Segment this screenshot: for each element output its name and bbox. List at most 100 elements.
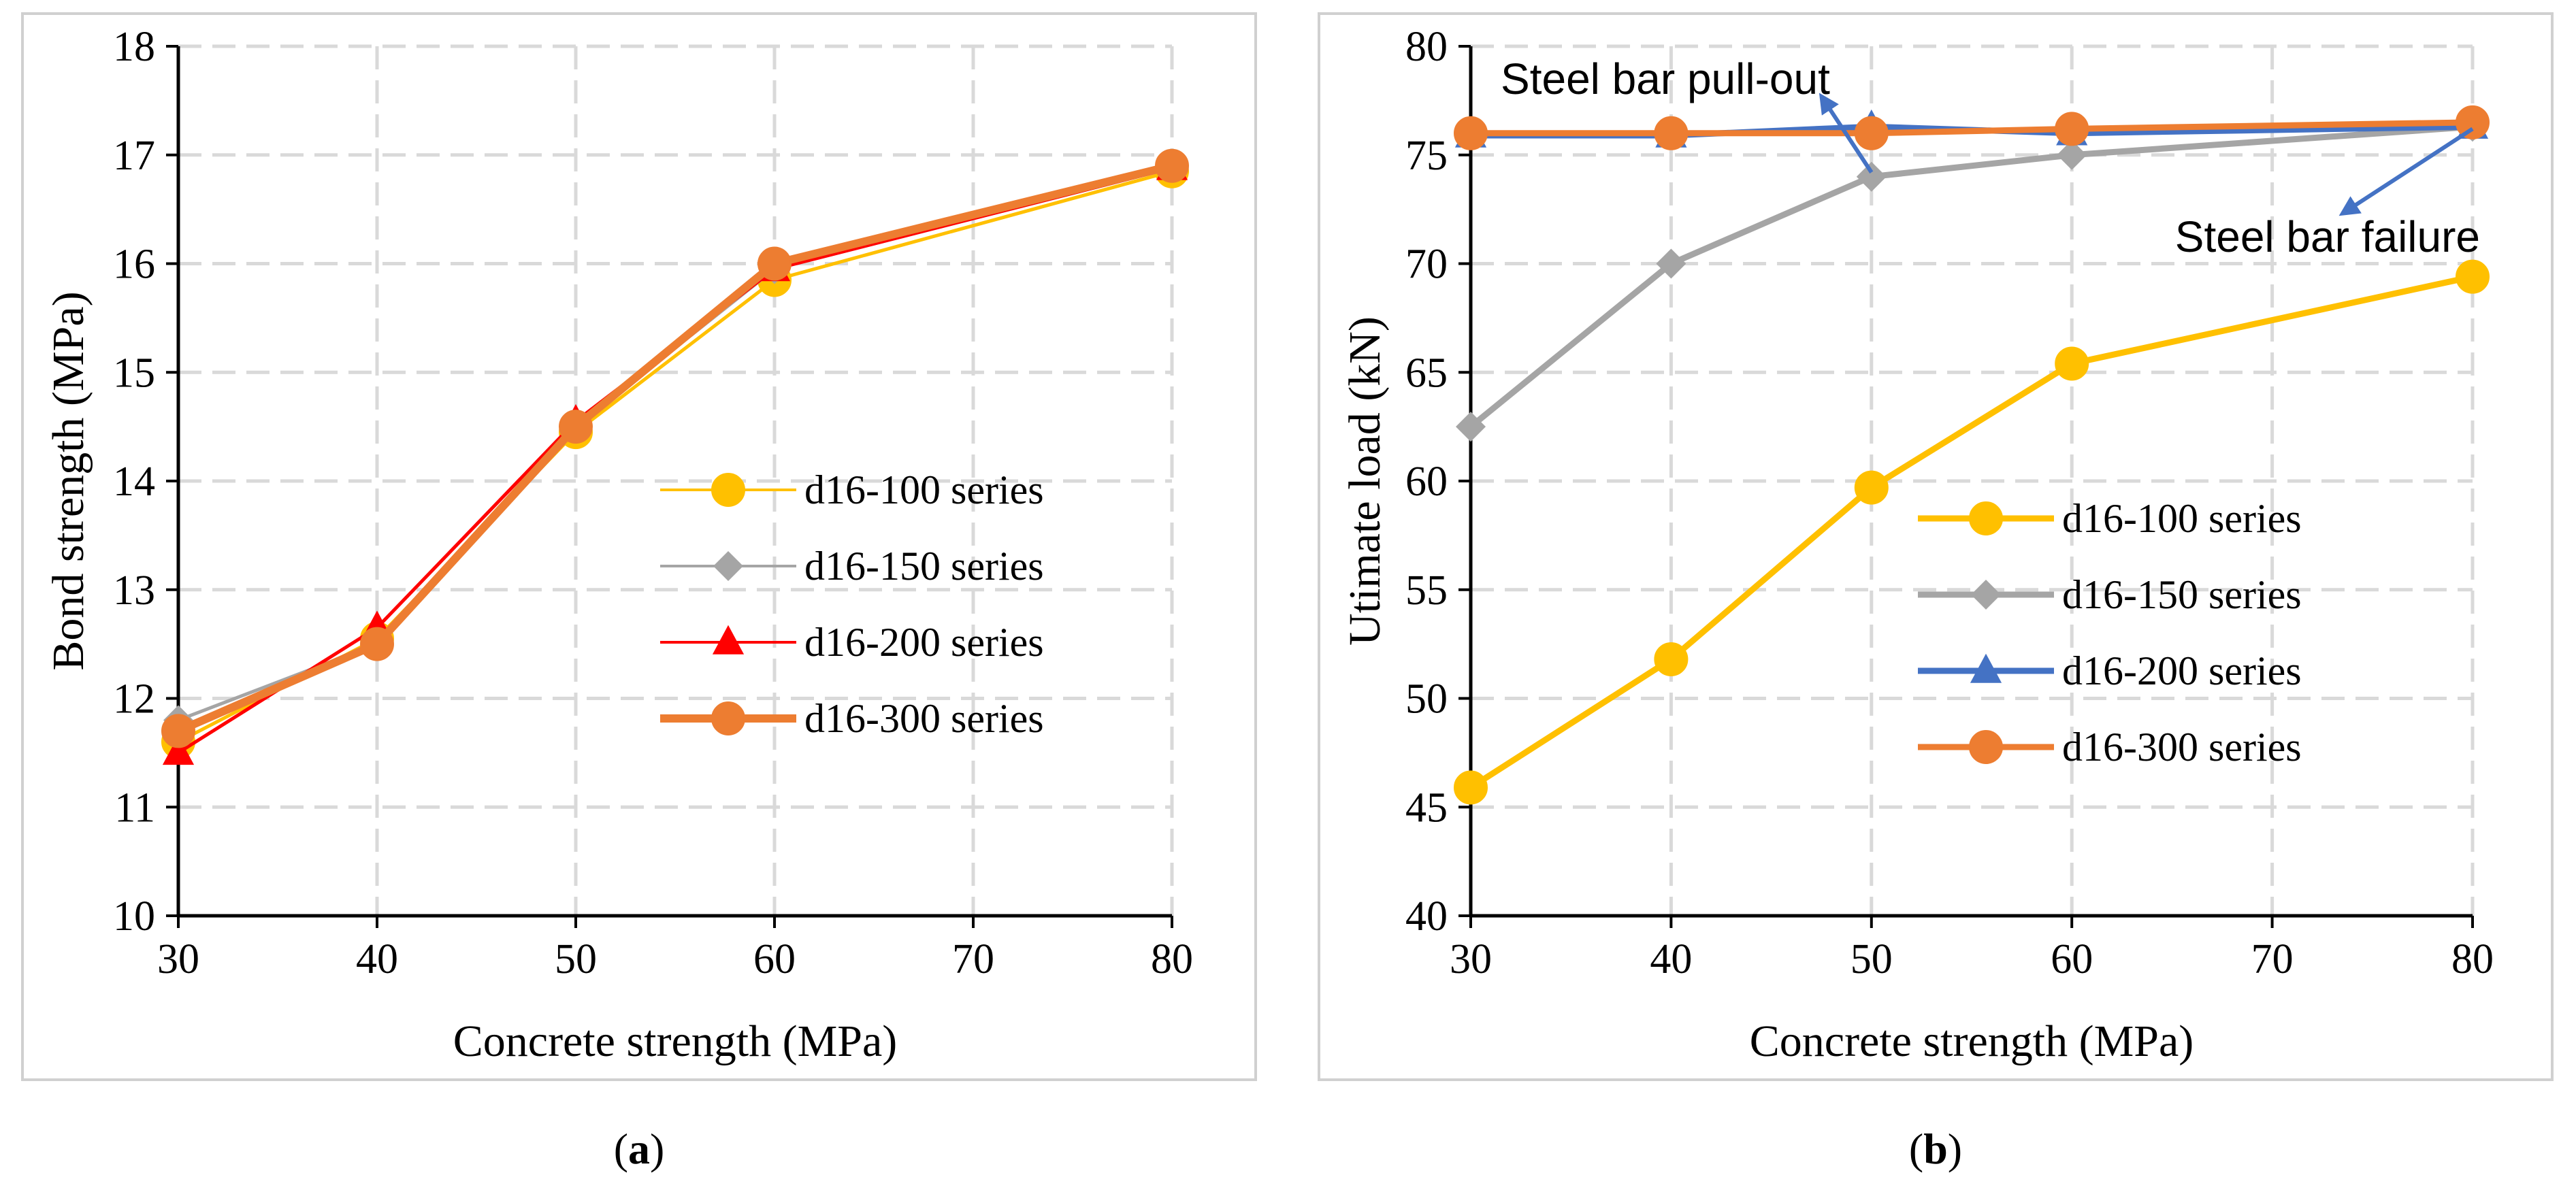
annotation-text: Steel bar failure xyxy=(2175,212,2480,261)
y-tick-label: 55 xyxy=(1405,567,1448,614)
legend-marker xyxy=(713,551,743,581)
data-point xyxy=(161,714,195,748)
x-tick-label: 30 xyxy=(157,936,199,982)
y-tick-label: 50 xyxy=(1405,676,1448,723)
data-point xyxy=(1454,116,1488,150)
caption-b-open: ( xyxy=(1909,1125,1923,1173)
y-tick-label: 65 xyxy=(1405,350,1448,396)
y-tick-label: 12 xyxy=(113,676,155,723)
x-tick-label: 70 xyxy=(952,936,994,982)
y-tick-label: 10 xyxy=(113,893,155,940)
legend-marker xyxy=(712,625,745,655)
x-tick-label: 80 xyxy=(2451,936,2494,982)
caption-a: (a) xyxy=(614,1125,665,1173)
legend-entry: d16-100 series xyxy=(1918,496,2302,541)
x-tick-label: 50 xyxy=(1851,936,1893,982)
y-tick-label: 40 xyxy=(1405,893,1448,940)
legend-label: d16-200 series xyxy=(2062,648,2302,693)
y-tick-label: 45 xyxy=(1405,784,1448,831)
y-tick-label: 13 xyxy=(113,567,155,614)
x-tick-label: 40 xyxy=(356,936,398,982)
legend-label: d16-300 series xyxy=(804,696,1044,741)
panel-a-gridlines xyxy=(178,44,1174,916)
legend-entry: d16-150 series xyxy=(660,544,1044,589)
panel-b-frame xyxy=(1318,12,2554,1081)
panel-a-frame xyxy=(21,12,1257,1081)
caption-a-close: ) xyxy=(650,1125,664,1173)
legend-marker xyxy=(1969,501,2003,535)
x-tick-label: 60 xyxy=(753,936,796,982)
panel-a-axes xyxy=(166,45,1173,928)
legend-entry: d16-300 series xyxy=(1918,725,2302,769)
data-point xyxy=(2456,259,2490,294)
data-point xyxy=(1656,248,1686,279)
legend-entry: d16-200 series xyxy=(660,620,1044,665)
annotation-text: Steel bar pull-out xyxy=(1501,54,1830,103)
legend-label: d16-100 series xyxy=(2062,496,2302,541)
caption-a-open: ( xyxy=(614,1125,628,1173)
x-tick-label: 30 xyxy=(1450,936,1492,982)
data-point xyxy=(1155,148,1189,183)
caption-b-letter: b xyxy=(1923,1125,1948,1173)
legend-label: d16-150 series xyxy=(804,544,1044,589)
data-point xyxy=(559,410,593,444)
series-d16-300-series xyxy=(1454,105,2490,150)
panel-b-legend: d16-100 series d16-150 series d16-200 seri… xyxy=(1918,496,2302,769)
legend-entry: d16-300 series xyxy=(660,696,1044,741)
annotation-arrow xyxy=(2338,127,2474,216)
series-d16-100-series xyxy=(1454,259,2490,805)
data-point xyxy=(2055,346,2089,381)
data-point xyxy=(1854,116,1889,150)
legend-label: d16-300 series xyxy=(2062,725,2302,769)
caption-a-letter: a xyxy=(628,1125,650,1173)
data-point xyxy=(757,246,792,281)
legend-marker xyxy=(1971,580,2001,610)
panel-a-x-tick-labels: 30 40 50 60 70 80 xyxy=(157,936,1193,982)
legend-label: d16-100 series xyxy=(804,467,1044,512)
data-point xyxy=(1856,161,1887,192)
y-tick-label: 14 xyxy=(113,459,155,505)
legend-entry: d16-200 series xyxy=(1918,648,2302,693)
data-point xyxy=(2057,139,2087,170)
caption-b: (b) xyxy=(1909,1125,1962,1173)
x-tick-label: 80 xyxy=(1151,936,1193,982)
panel-a-legend: d16-100 series d16-150 series d16-200 seri… xyxy=(660,467,1044,741)
data-point xyxy=(1456,412,1486,442)
y-tick-label: 75 xyxy=(1405,133,1448,179)
y-tick-label: 11 xyxy=(114,784,155,831)
panel-b-y-axis-title: Utimate load (kN) xyxy=(1340,316,1390,646)
legend-entry: d16-100 series xyxy=(660,467,1044,512)
y-tick-label: 17 xyxy=(113,133,155,179)
legend-marker xyxy=(1970,653,2002,683)
panel-a-x-axis-title: Concrete strength (MPa) xyxy=(453,1016,898,1066)
legend-marker xyxy=(711,473,745,507)
data-point xyxy=(1854,470,1889,505)
y-tick-label: 70 xyxy=(1405,242,1448,288)
panel-b-series xyxy=(1454,105,2490,805)
panel-b-annotations: Steel bar pull-out Steel bar failure xyxy=(1501,54,2480,261)
y-tick-label: 60 xyxy=(1405,459,1448,505)
data-point xyxy=(2456,105,2490,139)
panel-b-y-tick-labels: 40 45 50 55 60 65 70 75 80 xyxy=(1405,24,1448,940)
legend-marker xyxy=(711,701,745,735)
legend-label: d16-150 series xyxy=(2062,572,2302,617)
data-point xyxy=(2055,112,2089,146)
panel-a-y-axis-title: Bond strength (MPa) xyxy=(44,291,93,670)
legend-marker xyxy=(1969,730,2003,764)
annotation-arrow xyxy=(1819,93,1874,173)
panel-a: 10 11 12 13 14 15 16 17 18 30 40 50 60 70 80 d16-100 … xyxy=(21,12,1257,1081)
legend-entry: d16-150 series xyxy=(1918,572,2302,617)
data-point xyxy=(360,627,394,661)
panel-b-x-axis-title: Concrete strength (MPa) xyxy=(1750,1016,2194,1066)
y-tick-label: 16 xyxy=(113,242,155,288)
legend-label: d16-200 series xyxy=(804,620,1044,665)
caption-b-close: ) xyxy=(1948,1125,1962,1173)
y-tick-label: 18 xyxy=(113,24,155,70)
panel-a-series xyxy=(161,148,1189,765)
data-point xyxy=(1454,770,1488,805)
x-tick-label: 40 xyxy=(1650,936,1692,982)
series-d16-300-series xyxy=(161,148,1189,748)
x-tick-label: 70 xyxy=(2251,936,2294,982)
